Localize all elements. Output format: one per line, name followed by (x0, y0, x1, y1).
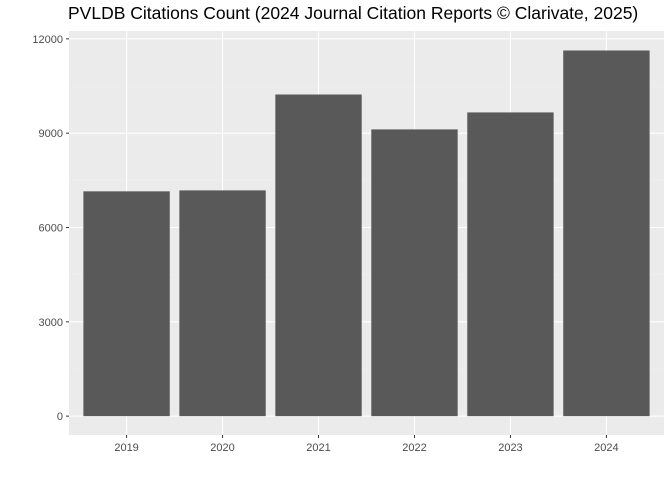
bar-2023 (467, 112, 554, 417)
x-tick-label: 2020 (210, 442, 234, 454)
y-tick-label: 9000 (39, 128, 63, 140)
bar-2020 (179, 190, 266, 417)
x-tick-label: 2024 (594, 442, 618, 454)
y-axis: 0 3000 6000 9000 12000 (32, 34, 69, 423)
y-tick-label: 3000 (39, 317, 63, 329)
x-tick-label: 2019 (114, 442, 138, 454)
bar-2024 (563, 50, 650, 417)
y-tick-label: 12000 (32, 34, 63, 46)
bar-2019 (83, 191, 170, 417)
x-axis: 2019 2020 2021 2022 2023 2024 (114, 435, 619, 454)
bar-2021 (275, 94, 362, 417)
y-tick-label: 6000 (39, 222, 63, 234)
x-tick-label: 2021 (306, 442, 330, 454)
x-tick-label: 2023 (498, 442, 522, 454)
chart-title: PVLDB Citations Count (2024 Journal Cita… (68, 3, 639, 23)
bar-2022 (371, 129, 458, 417)
y-tick-label: 0 (57, 411, 63, 423)
bars (83, 50, 650, 417)
x-tick-label: 2022 (402, 442, 426, 454)
